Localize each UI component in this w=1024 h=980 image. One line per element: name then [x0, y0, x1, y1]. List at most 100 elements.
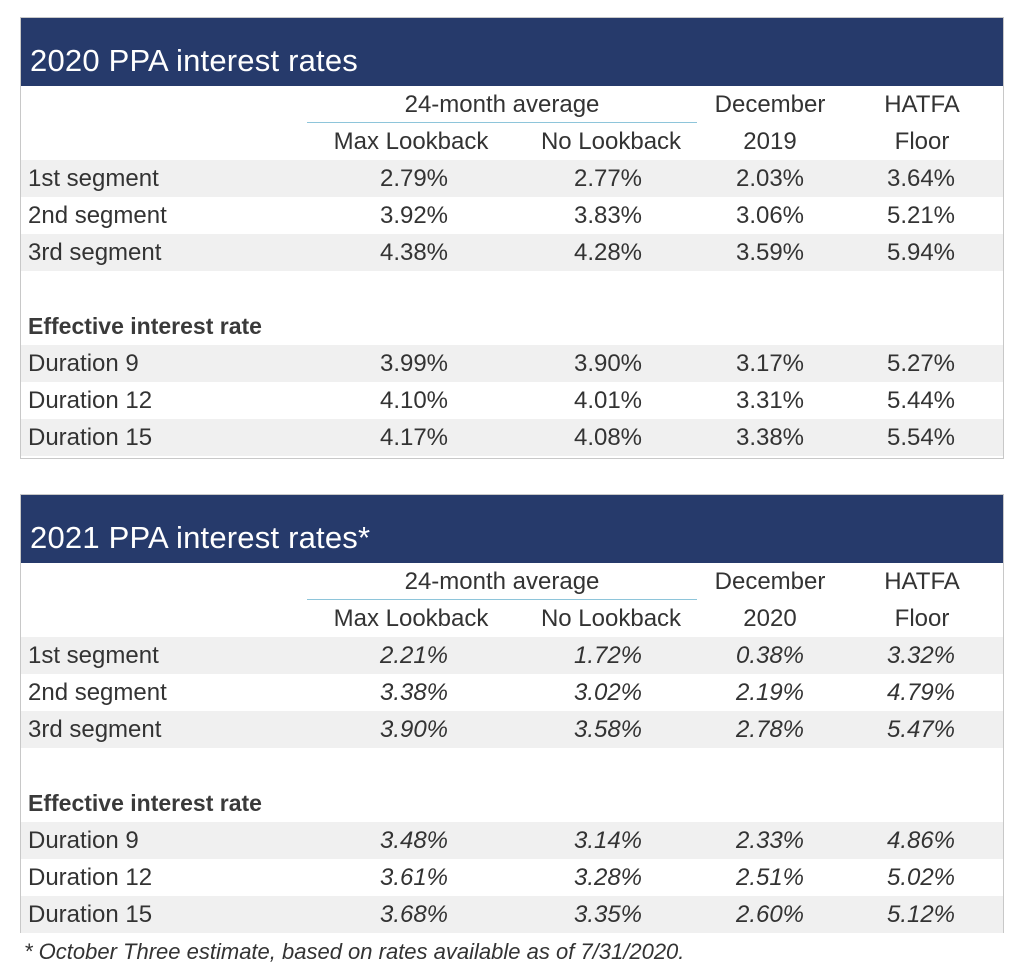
- header-group-rule: [307, 599, 697, 600]
- row-label: 2nd segment: [28, 202, 167, 229]
- section-heading: Effective interest rate: [21, 785, 1003, 822]
- cell-max-lookback: 3.61%: [379, 864, 449, 891]
- row-label: Duration 9: [28, 827, 139, 854]
- header-floor-line2: Floor: [894, 128, 950, 155]
- header-month-line1: December: [714, 91, 826, 118]
- section-heading: Effective interest rate: [21, 308, 1003, 345]
- cell-max-lookback: 3.99%: [379, 350, 449, 377]
- cell-no-lookback: 3.83%: [573, 202, 643, 229]
- column-header: 24-month average Max Lookback No Lookbac…: [21, 86, 1003, 160]
- cell-no-lookback: 3.02%: [573, 679, 643, 706]
- cell-hatfa-floor: 5.54%: [886, 424, 956, 451]
- table-row: Duration 15 4.17% 4.08% 3.38% 5.54%: [21, 419, 1003, 456]
- row-spacer: [21, 271, 1003, 308]
- cell-december: 2.33%: [735, 827, 805, 854]
- rates-table-2021: 2021 PPA interest rates* 24-month averag…: [20, 494, 1004, 933]
- cell-no-lookback: 3.90%: [573, 350, 643, 377]
- cell-no-lookback: 2.77%: [573, 165, 643, 192]
- cell-december: 2.19%: [735, 679, 805, 706]
- cell-hatfa-floor: 4.86%: [886, 827, 956, 854]
- cell-december: 2.51%: [735, 864, 805, 891]
- cell-hatfa-floor: 4.79%: [886, 679, 956, 706]
- cell-no-lookback: 4.01%: [573, 387, 643, 414]
- cell-no-lookback: 3.28%: [573, 864, 643, 891]
- table-row: Duration 9 3.48% 3.14% 2.33% 4.86%: [21, 822, 1003, 859]
- cell-december: 0.38%: [735, 642, 805, 669]
- cell-no-lookback: 4.28%: [573, 239, 643, 266]
- header-month-line2: 2019: [743, 128, 797, 155]
- cell-max-lookback: 3.38%: [379, 679, 449, 706]
- cell-max-lookback: 3.90%: [379, 716, 449, 743]
- table-row: Duration 12 3.61% 3.28% 2.51% 5.02%: [21, 859, 1003, 896]
- row-label: Duration 15: [28, 424, 153, 451]
- column-header: 24-month average Max Lookback No Lookbac…: [21, 563, 1003, 637]
- row-label: Duration 12: [28, 387, 153, 414]
- header-floor-line1: HATFA: [884, 91, 960, 118]
- table-title: 2021 PPA interest rates*: [21, 495, 1003, 563]
- cell-max-lookback: 3.92%: [379, 202, 449, 229]
- cell-no-lookback: 3.35%: [573, 901, 643, 928]
- cell-no-lookback: 4.08%: [573, 424, 643, 451]
- cell-december: 3.17%: [735, 350, 805, 377]
- cell-no-lookback: 3.14%: [573, 827, 643, 854]
- cell-max-lookback: 2.21%: [379, 642, 449, 669]
- row-spacer: [21, 748, 1003, 785]
- cell-december: 3.31%: [735, 387, 805, 414]
- cell-max-lookback: 4.10%: [379, 387, 449, 414]
- row-label: Duration 12: [28, 864, 153, 891]
- cell-december: 3.06%: [735, 202, 805, 229]
- table-row: 2nd segment 3.38% 3.02% 2.19% 4.79%: [21, 674, 1003, 711]
- row-label: 2nd segment: [28, 679, 167, 706]
- header-floor-line2: Floor: [894, 605, 950, 632]
- row-label: 3rd segment: [28, 239, 162, 266]
- header-24-month-average: 24-month average: [404, 91, 600, 118]
- cell-hatfa-floor: 5.44%: [886, 387, 956, 414]
- row-label: 1st segment: [28, 642, 159, 669]
- cell-max-lookback: 2.79%: [379, 165, 449, 192]
- header-max-lookback: Max Lookback: [333, 128, 489, 155]
- row-label: Duration 15: [28, 901, 153, 928]
- cell-december: 3.59%: [735, 239, 805, 266]
- header-24-month-average: 24-month average: [404, 568, 600, 595]
- cell-max-lookback: 4.17%: [379, 424, 449, 451]
- cell-no-lookback: 1.72%: [573, 642, 643, 669]
- header-max-lookback: Max Lookback: [333, 605, 489, 632]
- header-group-rule: [307, 122, 697, 123]
- table-row: 3rd segment 4.38% 4.28% 3.59% 5.94%: [21, 234, 1003, 271]
- cell-hatfa-floor: 3.32%: [886, 642, 956, 669]
- cell-hatfa-floor: 3.64%: [886, 165, 956, 192]
- table-row: 1st segment 2.79% 2.77% 2.03% 3.64%: [21, 160, 1003, 197]
- cell-december: 2.78%: [735, 716, 805, 743]
- table-row: 2nd segment 3.92% 3.83% 3.06% 5.21%: [21, 197, 1003, 234]
- effective-rate-heading: Effective interest rate: [28, 313, 262, 339]
- cell-no-lookback: 3.58%: [573, 716, 643, 743]
- header-no-lookback: No Lookback: [540, 128, 682, 155]
- cell-max-lookback: 3.48%: [379, 827, 449, 854]
- header-floor-line1: HATFA: [884, 568, 960, 595]
- cell-hatfa-floor: 5.94%: [886, 239, 956, 266]
- cell-hatfa-floor: 5.47%: [886, 716, 956, 743]
- cell-max-lookback: 3.68%: [379, 901, 449, 928]
- table-row: Duration 9 3.99% 3.90% 3.17% 5.27%: [21, 345, 1003, 382]
- table-row: Duration 15 3.68% 3.35% 2.60% 5.12%: [21, 896, 1003, 933]
- row-label: 1st segment: [28, 165, 159, 192]
- cell-max-lookback: 4.38%: [379, 239, 449, 266]
- table-title: 2020 PPA interest rates: [21, 18, 1003, 86]
- header-month-line2: 2020: [743, 605, 797, 632]
- rates-table-2020: 2020 PPA interest rates 24-month average…: [20, 17, 1004, 459]
- row-label: Duration 9: [28, 350, 139, 377]
- row-label: 3rd segment: [28, 716, 162, 743]
- cell-hatfa-floor: 5.02%: [886, 864, 956, 891]
- effective-rate-heading: Effective interest rate: [28, 790, 262, 816]
- table-row: Duration 12 4.10% 4.01% 3.31% 5.44%: [21, 382, 1003, 419]
- header-no-lookback: No Lookback: [540, 605, 682, 632]
- cell-hatfa-floor: 5.21%: [886, 202, 956, 229]
- table-row: 1st segment 2.21% 1.72% 0.38% 3.32%: [21, 637, 1003, 674]
- cell-hatfa-floor: 5.12%: [886, 901, 956, 928]
- table-row: 3rd segment 3.90% 3.58% 2.78% 5.47%: [21, 711, 1003, 748]
- header-month-line1: December: [714, 568, 826, 595]
- cell-december: 2.60%: [735, 901, 805, 928]
- cell-december: 3.38%: [735, 424, 805, 451]
- cell-december: 2.03%: [735, 165, 805, 192]
- footnote: * October Three estimate, based on rates…: [24, 939, 685, 964]
